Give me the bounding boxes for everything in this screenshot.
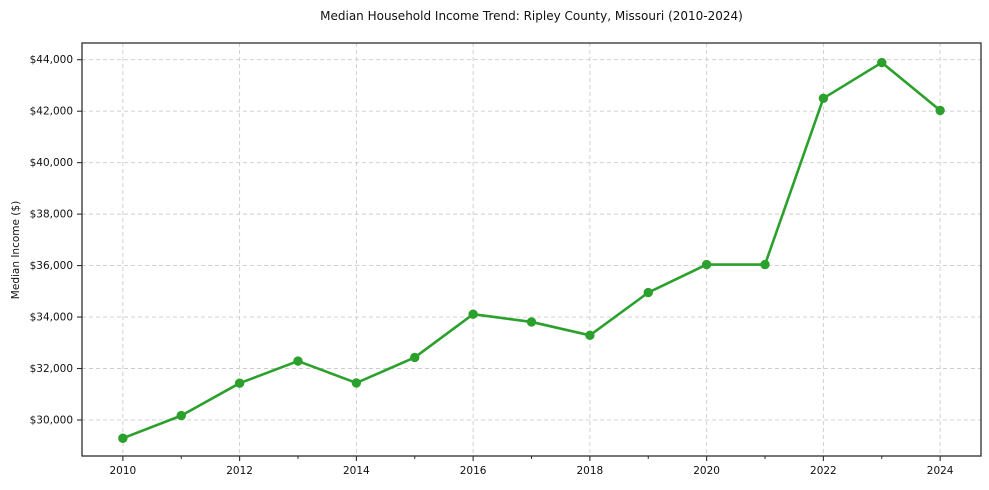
x-tick-label: 2010	[109, 465, 136, 477]
data-point	[410, 352, 420, 363]
data-point	[643, 287, 653, 298]
x-tick-label: 2016	[460, 465, 487, 477]
data-point	[118, 433, 128, 443]
x-tick-label: 2022	[810, 465, 837, 477]
data-point	[468, 309, 478, 319]
trend-line	[121, 61, 942, 440]
data-point	[760, 259, 770, 270]
data-point	[176, 410, 186, 421]
y-tick-label: $36,000	[30, 260, 73, 272]
data-point	[351, 378, 362, 388]
plot-border	[81, 42, 982, 457]
y-tick-label: $32,000	[30, 363, 73, 375]
x-tick-label: 2018	[577, 465, 604, 477]
y-tick-label: $34,000	[30, 312, 73, 324]
y-tick-label: $30,000	[30, 414, 73, 426]
data-point	[293, 356, 303, 366]
data-point	[234, 378, 245, 388]
x-tick-label: 2024	[927, 465, 954, 477]
chart-title: Median Household Income Trend: Ripley Co…	[320, 9, 743, 23]
data-point	[701, 259, 712, 270]
y-tick-label: $38,000	[30, 209, 73, 221]
x-tick-label: 2012	[226, 465, 253, 477]
x-tick-label: 2020	[693, 465, 720, 477]
x-tick-label: 2014	[343, 465, 370, 477]
data-point	[526, 317, 537, 327]
data-point	[585, 330, 595, 341]
data-point	[877, 57, 887, 68]
y-tick-label: $42,000	[30, 106, 73, 118]
y-tick-label: $40,000	[30, 157, 73, 169]
y-tick-label: $44,000	[30, 54, 73, 66]
data-point	[818, 93, 829, 104]
data-point	[935, 105, 945, 116]
